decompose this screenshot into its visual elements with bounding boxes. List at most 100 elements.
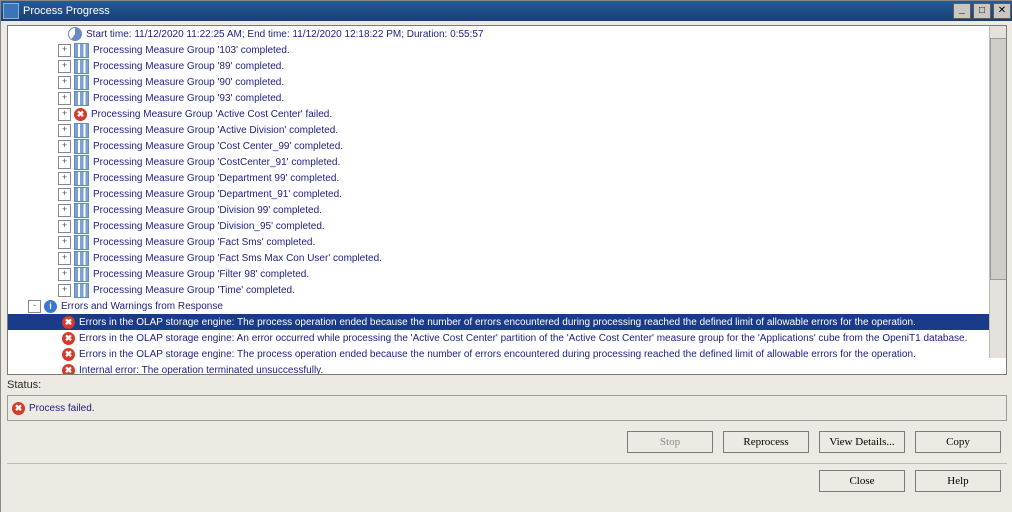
close-button[interactable]: Close (819, 470, 905, 492)
measure-group-icon (74, 251, 89, 266)
help-button[interactable]: Help (915, 470, 1001, 492)
error-icon: ✖ (62, 364, 75, 376)
tree-row[interactable]: ✖ Errors in the OLAP storage engine: An e… (8, 330, 1006, 346)
tree-row[interactable]: + Processing Measure Group 'Cost Center_9… (8, 138, 1006, 154)
expand-toggle[interactable]: + (58, 44, 71, 57)
row-text: Errors in the OLAP storage engine: The p… (79, 349, 916, 360)
row-text: Processing Measure Group '89' completed. (93, 61, 284, 72)
tree-row[interactable]: + Processing Measure Group 'Division_95' … (8, 218, 1006, 234)
summary-text: Start time: 11/12/2020 11:22:25 AM; End … (86, 29, 483, 40)
measure-group-icon (74, 59, 89, 74)
row-text: Processing Measure Group '93' completed. (93, 93, 284, 104)
expand-toggle[interactable]: + (58, 60, 71, 73)
tree-row[interactable]: + Processing Measure Group '103' complete… (8, 42, 1006, 58)
process-progress-window: Process Progress _ □ ✕ Start time: 11/12… (0, 0, 1012, 512)
expand-toggle[interactable]: + (58, 220, 71, 233)
row-text: Processing Measure Group 'Active Divisio… (93, 125, 338, 136)
row-text: Processing Measure Group 'Fact Sms Max C… (93, 253, 382, 264)
window-title: Process Progress (23, 5, 110, 17)
client-area: Start time: 11/12/2020 11:22:25 AM; End … (1, 21, 1012, 512)
expand-toggle[interactable]: + (58, 124, 71, 137)
tree-row[interactable]: ✖ Internal error: The operation terminate… (8, 362, 1006, 375)
tree-row[interactable]: ✖ Errors in the OLAP storage engine: The … (8, 346, 1006, 362)
vertical-scrollbar[interactable] (989, 26, 1006, 358)
tree-row[interactable]: +✖ Processing Measure Group 'Active Cost … (8, 106, 1006, 122)
measure-group-icon (74, 75, 89, 90)
measure-group-icon (74, 43, 89, 58)
row-text: Processing Measure Group 'Filter 98' com… (93, 269, 309, 280)
error-icon: ✖ (62, 316, 75, 329)
view-details-button[interactable]: View Details... (819, 431, 905, 453)
tree-row[interactable]: + Processing Measure Group 'Filter 98' co… (8, 266, 1006, 282)
row-text: Errors in the OLAP storage engine: An er… (79, 333, 967, 344)
row-text: Errors and Warnings from Response (61, 301, 223, 312)
maximize-button[interactable]: □ (973, 3, 991, 19)
row-text: Processing Measure Group 'Cost Center_99… (93, 141, 343, 152)
error-icon: ✖ (12, 402, 25, 415)
expand-toggle[interactable]: + (58, 92, 71, 105)
tree-row[interactable]: + Processing Measure Group 'Department 99… (8, 170, 1006, 186)
status-box: ✖ Process failed. (7, 395, 1007, 421)
measure-group-icon (74, 91, 89, 106)
tree-row[interactable]: + Processing Measure Group '89' completed… (8, 58, 1006, 74)
reprocess-button[interactable]: Reprocess (723, 431, 809, 453)
app-icon (3, 3, 19, 19)
measure-group-icon (74, 155, 89, 170)
row-text: Processing Measure Group 'Department 99'… (93, 173, 339, 184)
tree-row[interactable]: +Processing Measure Group 'Time' complet… (8, 282, 1006, 298)
row-text: Processing Measure Group '103' completed… (93, 45, 290, 56)
error-icon: ✖ (62, 348, 75, 361)
expand-toggle[interactable]: + (58, 252, 71, 265)
summary-row[interactable]: Start time: 11/12/2020 11:22:25 AM; End … (8, 26, 1006, 42)
row-text: Processing Measure Group 'Active Cost Ce… (91, 109, 332, 120)
action-buttons: Stop Reprocess View Details... Copy (7, 425, 1007, 455)
minimize-button[interactable]: _ (953, 3, 971, 19)
tree-row[interactable]: + Processing Measure Group 'Fact Sms' com… (8, 234, 1006, 250)
progress-tree[interactable]: Start time: 11/12/2020 11:22:25 AM; End … (7, 25, 1007, 375)
row-text: Errors in the OLAP storage engine: The p… (79, 317, 916, 328)
close-window-button[interactable]: ✕ (993, 3, 1011, 19)
row-text: Processing Measure Group 'Division_95' c… (93, 221, 325, 232)
measure-group-icon (74, 123, 89, 138)
row-text: Processing Measure Group 'Department_91'… (93, 189, 342, 200)
tree-row[interactable]: -i Errors and Warnings from Response (8, 298, 1006, 314)
tree-row[interactable]: + Processing Measure Group 'Active Divisi… (8, 122, 1006, 138)
status-text: Process failed. (29, 403, 95, 414)
tree-row[interactable]: +Processing Measure Group '90' completed… (8, 74, 1006, 90)
expand-toggle[interactable]: - (28, 300, 41, 313)
expand-toggle[interactable]: + (58, 172, 71, 185)
error-icon: ✖ (74, 108, 87, 121)
copy-button[interactable]: Copy (915, 431, 1001, 453)
tree-row[interactable]: + Processing Measure Group '93' completed… (8, 90, 1006, 106)
measure-group-icon (74, 219, 89, 234)
expand-toggle[interactable]: + (58, 236, 71, 249)
row-text: Processing Measure Group 'Fact Sms' comp… (93, 237, 315, 248)
info-icon: i (44, 300, 57, 313)
expand-toggle[interactable]: + (58, 108, 71, 121)
expand-toggle[interactable]: + (58, 140, 71, 153)
measure-group-icon (74, 283, 89, 298)
measure-group-icon (74, 139, 89, 154)
titlebar[interactable]: Process Progress _ □ ✕ (1, 1, 1012, 21)
expand-toggle[interactable]: + (58, 188, 71, 201)
measure-group-icon (74, 187, 89, 202)
tree-row[interactable]: + Processing Measure Group 'Division 99' … (8, 202, 1006, 218)
tree-row[interactable]: + Processing Measure Group 'Department_91… (8, 186, 1006, 202)
expand-toggle[interactable]: + (58, 76, 71, 89)
expand-toggle[interactable]: + (58, 156, 71, 169)
stop-button: Stop (627, 431, 713, 453)
error-icon: ✖ (62, 332, 75, 345)
progress-icon (68, 27, 82, 41)
tree-row[interactable]: ✖ Errors in the OLAP storage engine: The … (8, 314, 1006, 330)
tree-row[interactable]: +Processing Measure Group 'CostCenter_91… (8, 154, 1006, 170)
row-text: Processing Measure Group 'Division 99' c… (93, 205, 322, 216)
measure-group-icon (74, 235, 89, 250)
row-text: Internal error: The operation terminated… (79, 365, 323, 376)
expand-toggle[interactable]: + (58, 284, 71, 297)
status-label: Status: (7, 379, 1007, 391)
measure-group-icon (74, 267, 89, 282)
expand-toggle[interactable]: + (58, 268, 71, 281)
expand-toggle[interactable]: + (58, 204, 71, 217)
tree-row[interactable]: + Processing Measure Group 'Fact Sms Max … (8, 250, 1006, 266)
measure-group-icon (74, 171, 89, 186)
